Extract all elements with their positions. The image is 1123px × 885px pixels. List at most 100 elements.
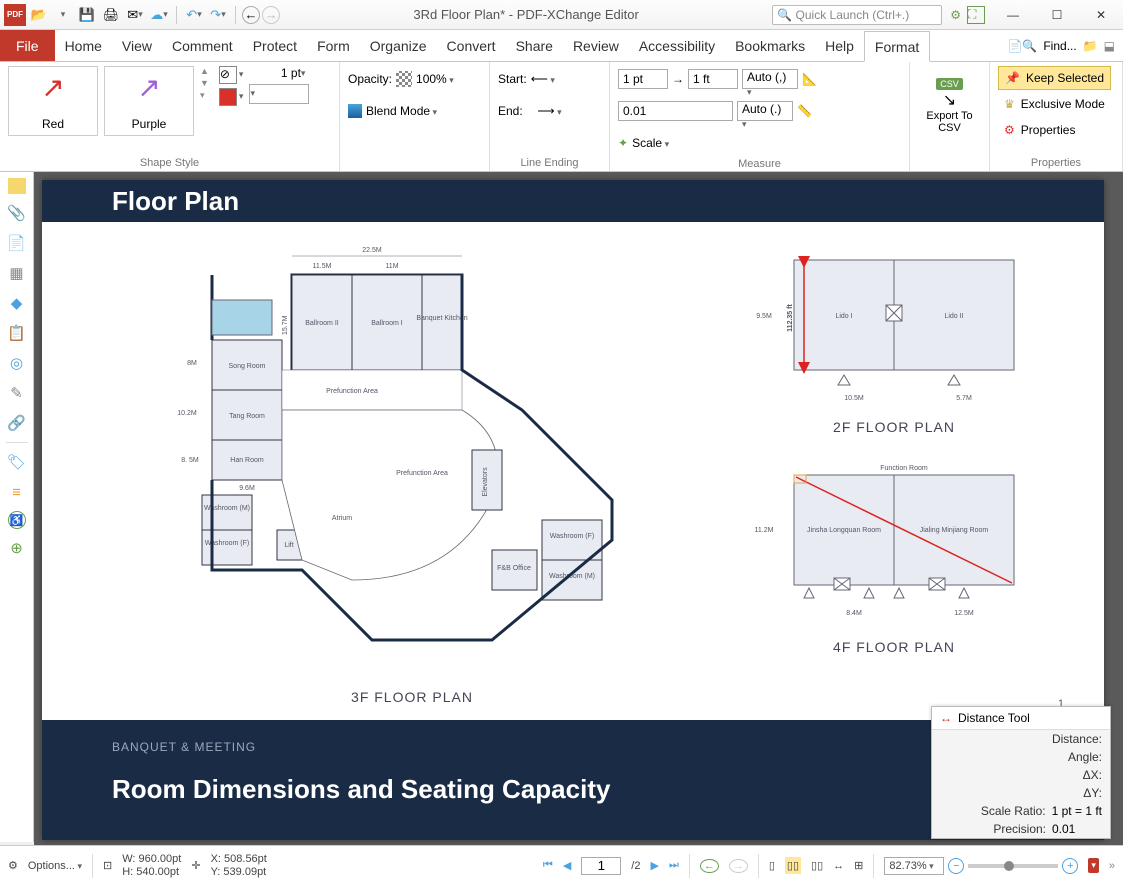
menu-share[interactable]: Share	[506, 30, 563, 61]
redo-icon[interactable]: ↷	[207, 4, 229, 26]
minimize-button[interactable]: —	[991, 0, 1035, 30]
order-icon[interactable]: ≡	[6, 481, 28, 503]
expand-icon[interactable]: »	[1109, 860, 1115, 872]
properties-button[interactable]: ⚙ Properties	[998, 118, 1081, 142]
menu-form[interactable]: Form	[307, 30, 360, 61]
note-icon[interactable]	[8, 178, 26, 194]
add-icon[interactable]: ⊕	[6, 537, 28, 559]
keep-selected-button[interactable]: 📌 Keep Selected	[998, 66, 1111, 90]
scale-select[interactable]: Scale	[632, 136, 669, 150]
gallery-more-icon[interactable]: ▾	[200, 90, 209, 101]
opacity-select[interactable]: 100%	[416, 72, 454, 86]
print-icon[interactable]: 🖨	[100, 4, 122, 26]
fill-dd[interactable]	[239, 88, 244, 106]
nav-fwd-icon[interactable]: →	[262, 6, 280, 24]
links-icon[interactable]: 🔗	[6, 412, 28, 434]
collapse-ribbon-icon[interactable]: ⬓	[1104, 39, 1115, 53]
menu-home[interactable]: Home	[55, 30, 112, 61]
zoom-select[interactable]: 82.73%	[884, 857, 944, 875]
line-width-select[interactable]: 1 pt	[249, 66, 309, 80]
nav-back2-icon[interactable]: ←	[700, 859, 719, 873]
folder-search-icon[interactable]: 📁	[1083, 39, 1098, 53]
bookmarks-icon[interactable]: 📄	[6, 232, 28, 254]
quick-launch-search[interactable]: 🔍 Quick Launch (Ctrl+.)	[772, 5, 942, 25]
open-icon[interactable]: 📂	[28, 4, 50, 26]
line-style-select[interactable]	[249, 84, 309, 104]
menu-format[interactable]: Format	[864, 31, 930, 62]
menu-review[interactable]: Review	[563, 30, 629, 61]
menu-convert[interactable]: Convert	[437, 30, 506, 61]
options-button[interactable]: Options...	[28, 860, 82, 872]
zoom-slider[interactable]	[968, 864, 1058, 868]
page-header: Floor Plan	[42, 180, 1104, 222]
scale-ft-input[interactable]	[688, 69, 738, 89]
first-page-icon[interactable]: ⏮	[543, 859, 553, 872]
attachment-icon[interactable]: 📎	[6, 202, 28, 224]
svg-text:Song Room: Song Room	[229, 363, 266, 370]
find-label[interactable]: Find...	[1043, 39, 1076, 53]
content-icon[interactable]: 📋	[6, 322, 28, 344]
menu-accessibility[interactable]: Accessibility	[629, 30, 725, 61]
style-red[interactable]: ↗ Red	[8, 66, 98, 136]
style-purple[interactable]: ↗ Purple	[104, 66, 194, 136]
open-dropdown[interactable]	[52, 4, 74, 26]
prev-page-icon[interactable]: ◀	[563, 859, 571, 872]
status-bar: ⚙ Options... ⊡ W: 960.00pt H: 540.00pt ✛…	[0, 845, 1123, 885]
scale-pt-input[interactable]	[618, 69, 668, 89]
accessibility-icon[interactable]: ♿	[8, 511, 26, 529]
find-icon[interactable]: 📄🔍	[1007, 39, 1037, 53]
continuous-icon[interactable]: ▯▯	[785, 857, 801, 874]
measure-icon2[interactable]: 📏	[797, 104, 812, 118]
menu-protect[interactable]: Protect	[243, 30, 307, 61]
menu-bookmarks[interactable]: Bookmarks	[725, 30, 815, 61]
export-csv-button[interactable]: CSV ↘ Export To CSV	[918, 66, 981, 146]
zoom-out-icon[interactable]: −	[948, 858, 964, 874]
distance-icon: ↔	[940, 711, 952, 725]
page-input[interactable]	[581, 857, 621, 875]
gallery-up-icon[interactable]: ▲	[200, 66, 209, 76]
options-gear-icon[interactable]: ⚙	[8, 859, 18, 872]
cloud-icon[interactable]: ☁	[148, 4, 170, 26]
last-page-icon[interactable]: ⏭	[669, 859, 679, 872]
zoom-in-icon[interactable]: +	[1062, 858, 1078, 874]
mail-icon[interactable]: ✉	[124, 4, 146, 26]
fill-color[interactable]	[219, 88, 237, 106]
undo-icon[interactable]: ↶	[183, 4, 205, 26]
next-page-icon[interactable]: ▶	[650, 859, 658, 872]
stroke-dd[interactable]	[239, 66, 244, 84]
precision-input[interactable]	[618, 101, 733, 121]
auto1-select[interactable]: Auto (,)	[742, 69, 798, 89]
menu-organize[interactable]: Organize	[360, 30, 437, 61]
ui-options-icon[interactable]: ⚙	[950, 8, 961, 22]
fullscreen-icon[interactable]: ⛶	[967, 6, 985, 24]
destinations-icon[interactable]: ◎	[6, 352, 28, 374]
thumbnails-icon[interactable]: ▦	[6, 262, 28, 284]
auto2-select[interactable]: Auto (.)	[737, 101, 793, 121]
stroke-color-none[interactable]: ⊘	[219, 66, 237, 84]
close-button[interactable]: ✕	[1079, 0, 1123, 30]
blend-mode-select[interactable]: Blend Mode	[366, 104, 437, 118]
distance-tool-panel[interactable]: ↔ Distance Tool Distance: Angle: ΔX: ΔY:…	[931, 706, 1111, 839]
start-arrow-select[interactable]: ⟵	[531, 72, 555, 86]
save-icon[interactable]: 💾	[76, 4, 98, 26]
measure-icon1[interactable]: 📐	[802, 72, 817, 86]
nav-fwd2-icon[interactable]: →	[729, 859, 748, 873]
file-menu[interactable]: File	[0, 30, 55, 61]
pdf-badge-icon[interactable]: ▾	[1088, 858, 1099, 873]
single-page-icon[interactable]: ▯	[769, 859, 775, 872]
facing-icon[interactable]: ▯▯	[811, 859, 823, 872]
layers-icon[interactable]: ◆	[6, 292, 28, 314]
nav-back-icon[interactable]: ←	[242, 6, 260, 24]
exclusive-mode-button[interactable]: ♛ Exclusive Mode	[998, 92, 1111, 116]
maximize-button[interactable]: ☐	[1035, 0, 1079, 30]
tag-icon[interactable]: 🏷	[6, 451, 28, 473]
menu-comment[interactable]: Comment	[162, 30, 243, 61]
gallery-down-icon[interactable]: ▼	[200, 78, 209, 88]
window-title: 3Rd Floor Plan* - PDF-XChange Editor	[280, 7, 772, 22]
fit-width-icon[interactable]: ↔	[833, 860, 844, 872]
menu-view[interactable]: View	[112, 30, 162, 61]
signatures-icon[interactable]: ✎	[6, 382, 28, 404]
end-arrow-select[interactable]: ⟶	[537, 104, 561, 118]
menu-help[interactable]: Help	[815, 30, 864, 61]
fit-page-icon[interactable]: ⊞	[854, 859, 863, 872]
